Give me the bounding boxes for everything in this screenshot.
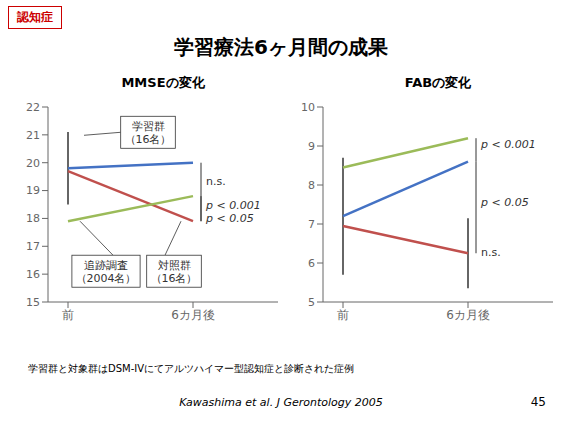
- svg-text:22: 22: [26, 101, 40, 114]
- html-text:45: 45: [530, 395, 546, 409]
- html-text:Kawashima et al. J Gerontology: Kawashima et al. J Gerontology 2005: [179, 396, 383, 409]
- svg-text:18: 18: [26, 212, 40, 225]
- svg-text:n.s.: n.s.: [481, 246, 501, 259]
- svg-text:6カ月後: 6カ月後: [446, 308, 490, 322]
- svg-text:学習群（16名）: 学習群（16名）: [125, 120, 172, 146]
- html-text:認知症: 認知症: [17, 10, 53, 24]
- html-text:MMSEの変化: MMSEの変化: [121, 75, 205, 90]
- svg-text:n.s.: n.s.: [206, 175, 226, 188]
- svg-text:前: 前: [62, 308, 74, 322]
- svg-text:9: 9: [308, 140, 315, 153]
- svg-text:8: 8: [308, 179, 315, 192]
- svg-text:15: 15: [26, 296, 40, 309]
- html-text:FABの変化: FABの変化: [404, 75, 472, 90]
- svg-text:7: 7: [308, 218, 315, 231]
- svg-text:6カ月後: 6カ月後: [171, 308, 215, 322]
- html-text:学習療法6ヶ月間の成果: 学習療法6ヶ月間の成果: [174, 35, 388, 59]
- svg-text:p < 0.001: p < 0.001: [205, 199, 261, 212]
- svg-text:追跡調査（2004名）: 追跡調査（2004名）: [76, 259, 137, 285]
- svg-text:p < 0.05: p < 0.05: [480, 196, 529, 209]
- svg-text:対照群（16名）: 対照群（16名）: [151, 259, 198, 285]
- svg-text:6: 6: [308, 257, 315, 270]
- svg-text:前: 前: [337, 308, 349, 322]
- svg-text:19: 19: [26, 184, 40, 197]
- svg-text:5: 5: [308, 296, 315, 309]
- svg-text:p < 0.001: p < 0.001: [480, 138, 536, 151]
- html-text:学習群と対象群はDSM-IVにてアルツハイマー型認知症と診断: 学習群と対象群はDSM-IVにてアルツハイマー型認知症と診断された症例: [28, 363, 355, 374]
- svg-text:21: 21: [26, 129, 40, 142]
- svg-text:20: 20: [26, 157, 40, 170]
- svg-text:16: 16: [26, 268, 40, 281]
- svg-text:10: 10: [301, 101, 315, 114]
- svg-text:p < 0.05: p < 0.05: [205, 212, 254, 225]
- svg-text:17: 17: [26, 240, 40, 253]
